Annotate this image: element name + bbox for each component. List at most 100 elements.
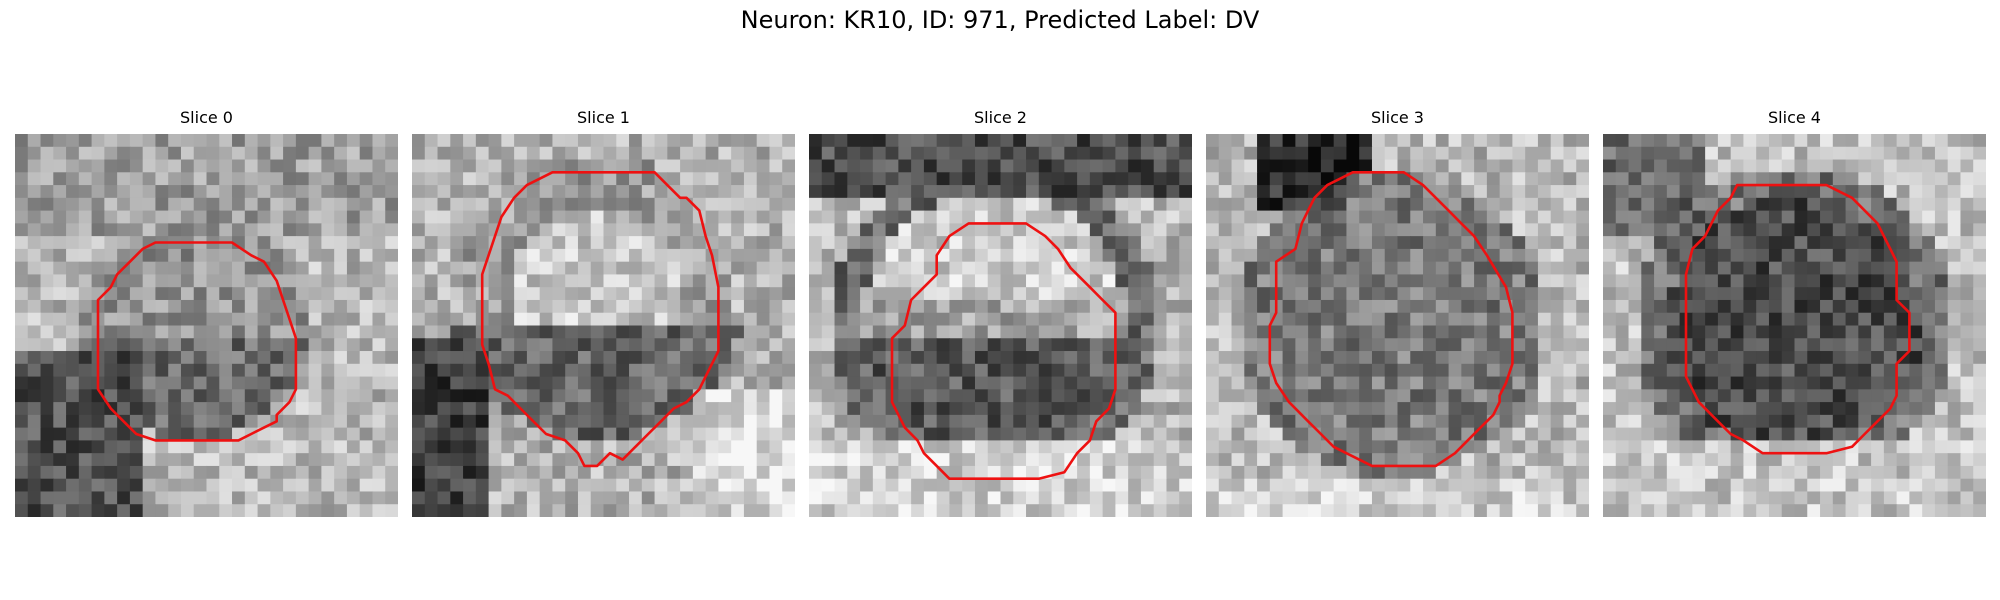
image-pixel: [1257, 427, 1271, 441]
image-pixel: [514, 465, 528, 480]
image-pixel: [257, 504, 271, 517]
image-pixel: [232, 465, 246, 480]
image-pixel: [1410, 504, 1424, 517]
image-pixel: [283, 146, 297, 161]
image-pixel: [15, 299, 29, 314]
image-pixel: [731, 223, 745, 237]
image-pixel: [539, 453, 554, 467]
image-pixel: [1871, 465, 1885, 480]
image-pixel: [949, 172, 963, 186]
image-pixel: [1371, 465, 1386, 480]
image-pixel: [1973, 414, 1986, 429]
image-pixel: [1435, 478, 1450, 493]
image-pixel: [1858, 299, 1872, 314]
image-pixel: [295, 338, 310, 352]
image-pixel: [27, 351, 42, 365]
image-pixel: [1115, 453, 1129, 467]
image-pixel: [1756, 248, 1770, 263]
image-pixel: [1397, 223, 1411, 237]
image-pixel: [898, 453, 912, 467]
image-pixel: [1102, 134, 1116, 148]
image-pixel: [1038, 376, 1053, 390]
image-pixel: [1140, 414, 1155, 429]
image-pixel: [1448, 376, 1462, 390]
image-pixel: [1089, 440, 1104, 454]
image-pixel: [1654, 223, 1668, 237]
image-pixel: [834, 376, 848, 390]
image-pixel: [346, 236, 361, 250]
image-pixel: [1206, 299, 1220, 314]
image-pixel: [1563, 478, 1577, 493]
image-pixel: [1832, 363, 1847, 378]
image-pixel: [1730, 248, 1745, 263]
image-pixel: [590, 312, 605, 327]
image-pixel: [1320, 287, 1335, 301]
image-pixel: [424, 274, 439, 288]
image-pixel: [283, 274, 297, 288]
image-pixel: [872, 236, 887, 250]
image-pixel: [1768, 146, 1783, 161]
image-pixel: [923, 146, 938, 161]
image-pixel: [769, 210, 783, 224]
image-pixel: [1973, 465, 1986, 480]
image-pixel: [1743, 299, 1757, 314]
image-pixel: [1960, 389, 1974, 403]
image-pixel: [1563, 414, 1577, 429]
image-pixel: [526, 261, 541, 276]
image-pixel: [501, 261, 515, 276]
image-pixel: [359, 159, 374, 173]
image-pixel: [359, 287, 374, 301]
image-pixel: [1807, 414, 1821, 429]
image-pixel: [385, 402, 398, 416]
image-pixel: [1077, 261, 1091, 276]
image-pixel: [756, 351, 771, 365]
image-pixel: [782, 440, 795, 454]
image-pixel: [295, 172, 310, 186]
image-pixel: [1832, 478, 1847, 493]
image-pixel: [885, 504, 899, 517]
image-pixel: [1922, 261, 1936, 276]
image-pixel: [1576, 223, 1589, 237]
image-pixel: [308, 440, 322, 454]
image-pixel: [1089, 465, 1104, 480]
image-pixel: [1359, 197, 1373, 212]
image-pixel: [1371, 491, 1386, 505]
image-pixel: [1474, 312, 1488, 327]
image-pixel: [514, 223, 528, 237]
image-pixel: [705, 197, 719, 212]
image-pixel: [1603, 338, 1617, 352]
image-pixel: [219, 287, 233, 301]
image-pixel: [1525, 185, 1539, 199]
image-pixel: [66, 478, 80, 493]
image-pixel: [15, 248, 29, 263]
image-pixel: [475, 440, 490, 454]
image-pixel: [1257, 453, 1271, 467]
image-pixel: [1269, 325, 1284, 339]
image-pixel: [1474, 185, 1488, 199]
slice-image: [15, 134, 398, 517]
image-pixel: [629, 197, 643, 212]
image-pixel: [1089, 248, 1104, 263]
image-pixel: [1410, 312, 1424, 327]
image-pixel: [372, 172, 386, 186]
image-pixel: [923, 197, 938, 212]
image-pixel: [129, 414, 144, 429]
image-pixel: [1768, 504, 1783, 517]
image-pixel: [1832, 299, 1847, 314]
image-pixel: [1947, 465, 1962, 480]
image-pixel: [1448, 325, 1462, 339]
image-pixel: [385, 465, 398, 480]
image-pixel: [1794, 134, 1808, 148]
image-pixel: [590, 223, 605, 237]
image-pixel: [1320, 453, 1335, 467]
image-pixel: [1871, 504, 1885, 517]
image-pixel: [526, 351, 541, 365]
image-pixel: [155, 223, 169, 237]
image-pixel: [450, 236, 464, 250]
image-pixel: [463, 402, 477, 416]
image-pixel: [1013, 248, 1027, 263]
image-pixel: [1922, 465, 1936, 480]
image-pixel: [1000, 402, 1014, 416]
image-pixel: [117, 287, 131, 301]
image-pixel: [1410, 210, 1424, 224]
